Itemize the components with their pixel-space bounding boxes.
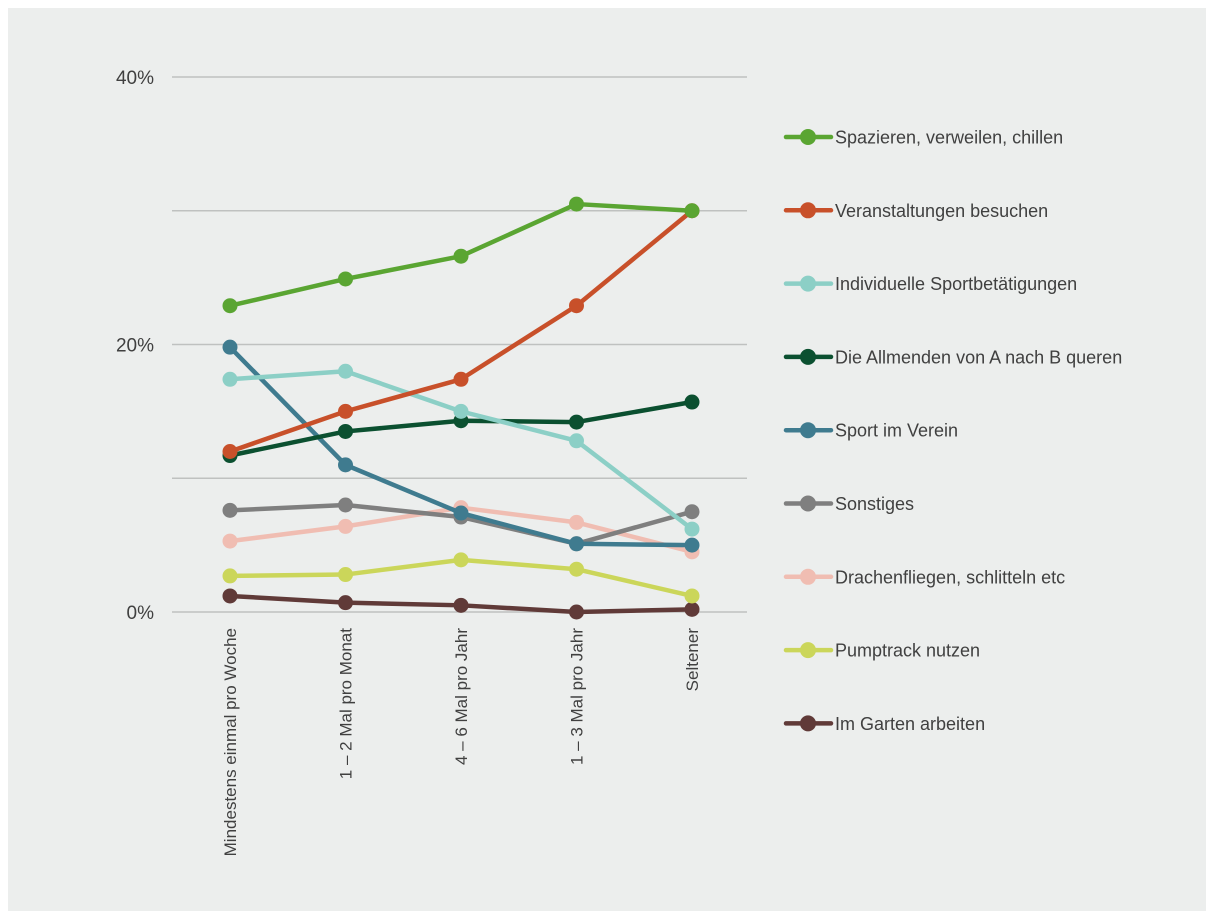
legend-label: Individuelle Sportbetätigungen: [835, 274, 1077, 294]
data-point: [222, 371, 238, 387]
y-tick-label: 0%: [127, 603, 155, 624]
data-point: [569, 604, 584, 620]
legend-marker: [800, 715, 816, 732]
legend-marker: [800, 202, 816, 219]
legend-marker: [800, 642, 816, 659]
x-axis-tick-labels: Mindestens einmal pro Woche 1 – 2 Mal pro…: [221, 628, 702, 857]
data-point: [684, 601, 700, 617]
legend: Spazieren, verweilen, chillen Veranstaltu…: [783, 128, 1122, 734]
legend-item: Pumptrack nutzen: [783, 641, 980, 661]
data-point: [338, 457, 353, 473]
data-point: [684, 537, 700, 553]
data-point: [222, 588, 238, 604]
data-point: [453, 597, 469, 613]
data-point: [338, 271, 353, 287]
x-tick-label: Seltener: [683, 628, 702, 692]
legend-label: Drachenfliegen, schlitteln etc: [835, 567, 1065, 587]
data-point: [569, 414, 584, 430]
legend-marker: [800, 495, 816, 512]
legend-marker: [800, 348, 816, 365]
legend-item: Veranstaltungen besuchen: [783, 201, 1048, 221]
data-point: [222, 533, 238, 549]
data-point: [338, 595, 353, 611]
series-lines: [222, 196, 700, 620]
legend-item: Spazieren, verweilen, chillen: [783, 128, 1063, 148]
data-point: [453, 403, 469, 419]
legend-item: Im Garten arbeiten: [783, 714, 985, 734]
data-point: [684, 521, 700, 537]
legend-label: Die Allmenden von A nach B queren: [835, 347, 1122, 367]
data-point: [453, 505, 469, 521]
legend-label: Sport im Verein: [835, 421, 958, 441]
legend-item: Drachenfliegen, schlitteln etc: [783, 567, 1065, 587]
x-tick-label: Mindestens einmal pro Woche: [221, 628, 240, 856]
data-point: [569, 298, 584, 314]
y-tick-label: 20%: [116, 336, 154, 357]
legend-label: Sonstiges: [835, 494, 914, 514]
legend-marker: [800, 568, 816, 585]
data-point: [338, 403, 353, 419]
chart-background: [8, 8, 1206, 911]
series-group: [222, 552, 700, 604]
legend-label: Veranstaltungen besuchen: [835, 201, 1048, 221]
series-group: [222, 394, 700, 464]
legend-marker: [800, 422, 816, 439]
data-point: [684, 394, 700, 410]
legend-marker: [800, 275, 816, 292]
data-point: [569, 433, 584, 449]
legend-item: Sport im Verein: [783, 421, 958, 441]
data-point: [569, 196, 584, 212]
x-tick-label: 4 – 6 Mal pro Jahr: [452, 628, 471, 765]
data-point: [453, 371, 469, 387]
series-group: [222, 363, 700, 537]
data-point: [684, 203, 700, 219]
data-point: [338, 567, 353, 583]
legend-label: Spazieren, verweilen, chillen: [835, 128, 1063, 148]
data-point: [453, 248, 469, 264]
legend-label: Pumptrack nutzen: [835, 641, 980, 661]
data-point: [338, 497, 353, 513]
data-point: [684, 588, 700, 604]
data-point: [569, 514, 584, 530]
y-tick-label: 40%: [116, 68, 154, 89]
data-point: [569, 536, 584, 552]
x-tick-label: 1 – 3 Mal pro Jahr: [568, 628, 587, 765]
legend-item: Individuelle Sportbetätigungen: [783, 274, 1077, 294]
data-point: [222, 502, 238, 518]
data-point: [338, 518, 353, 534]
series-group: [222, 588, 700, 620]
data-point: [338, 423, 353, 439]
data-point: [569, 561, 584, 577]
x-tick-label: 1 – 2 Mal pro Monat: [337, 628, 356, 779]
series-group: [222, 196, 700, 314]
legend-item: Sonstiges: [783, 494, 914, 514]
data-point: [222, 568, 238, 584]
legend-marker: [800, 129, 816, 145]
data-point: [684, 504, 700, 520]
data-point: [338, 363, 353, 379]
data-point: [222, 444, 238, 459]
data-point: [453, 552, 469, 568]
data-point: [222, 298, 238, 314]
legend-label: Im Garten arbeiten: [835, 714, 985, 734]
y-axis-tick-labels: 0% 20% 40%: [116, 68, 154, 624]
legend-item: Die Allmenden von A nach B queren: [783, 347, 1122, 367]
data-point: [222, 339, 238, 355]
